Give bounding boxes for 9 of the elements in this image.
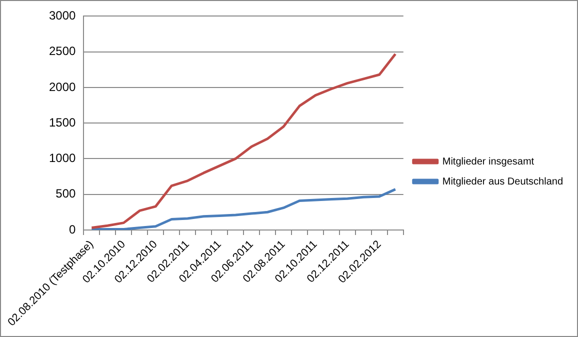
y-tick-label: 500 (56, 186, 76, 201)
y-tick-label: 0 (69, 222, 76, 236)
legend-label: Mitglieder insgesamt (442, 156, 534, 168)
y-tick-label: 2500 (48, 44, 76, 58)
y-tick-label: 3000 (48, 8, 76, 23)
legend-label: Mitglieder aus Deutschland (442, 176, 564, 188)
y-tick-label: 2000 (48, 80, 76, 94)
y-tick-label: 1000 (48, 151, 76, 166)
y-tick-label: 1500 (48, 115, 76, 130)
